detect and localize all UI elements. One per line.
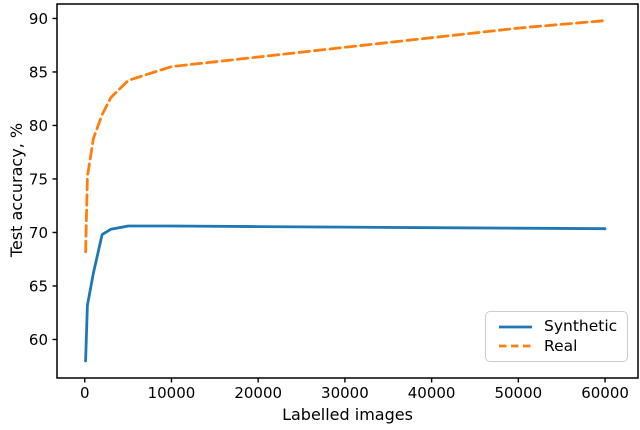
x-tick-label: 0 [80, 384, 90, 402]
dashed-line-swatch-icon [499, 344, 532, 348]
y-tick-label: 90 [29, 10, 48, 28]
legend: Synthetic Real [485, 311, 628, 362]
legend-label-real: Real [544, 336, 578, 355]
y-axis-label: Test accuracy, % [7, 122, 26, 258]
x-tick-label: 10000 [148, 384, 196, 402]
x-tick-label: 20000 [234, 384, 282, 402]
solid-line-swatch-icon [499, 325, 532, 329]
legend-label-synthetic: Synthetic [544, 317, 618, 335]
x-tick-label: 30000 [321, 384, 369, 402]
y-tick-label: 80 [29, 117, 48, 135]
series-line-real [84, 19, 607, 254]
plot-frame [56, 3, 639, 379]
y-tick-label: 60 [29, 331, 48, 349]
x-tick-label: 40000 [408, 384, 456, 402]
y-tick-label: 85 [29, 63, 48, 81]
x-tick-label: 60000 [581, 384, 629, 402]
y-tick-label: 65 [29, 277, 48, 295]
x-axis-label: Labelled images [282, 405, 413, 424]
y-tick-label: 70 [29, 224, 48, 242]
series-line-synthetic [84, 224, 607, 363]
legend-item-synthetic: Synthetic [498, 317, 619, 335]
legend-item-real: Real [498, 336, 619, 355]
y-tick-label: 75 [29, 170, 48, 188]
x-tick-label: 50000 [494, 384, 542, 402]
